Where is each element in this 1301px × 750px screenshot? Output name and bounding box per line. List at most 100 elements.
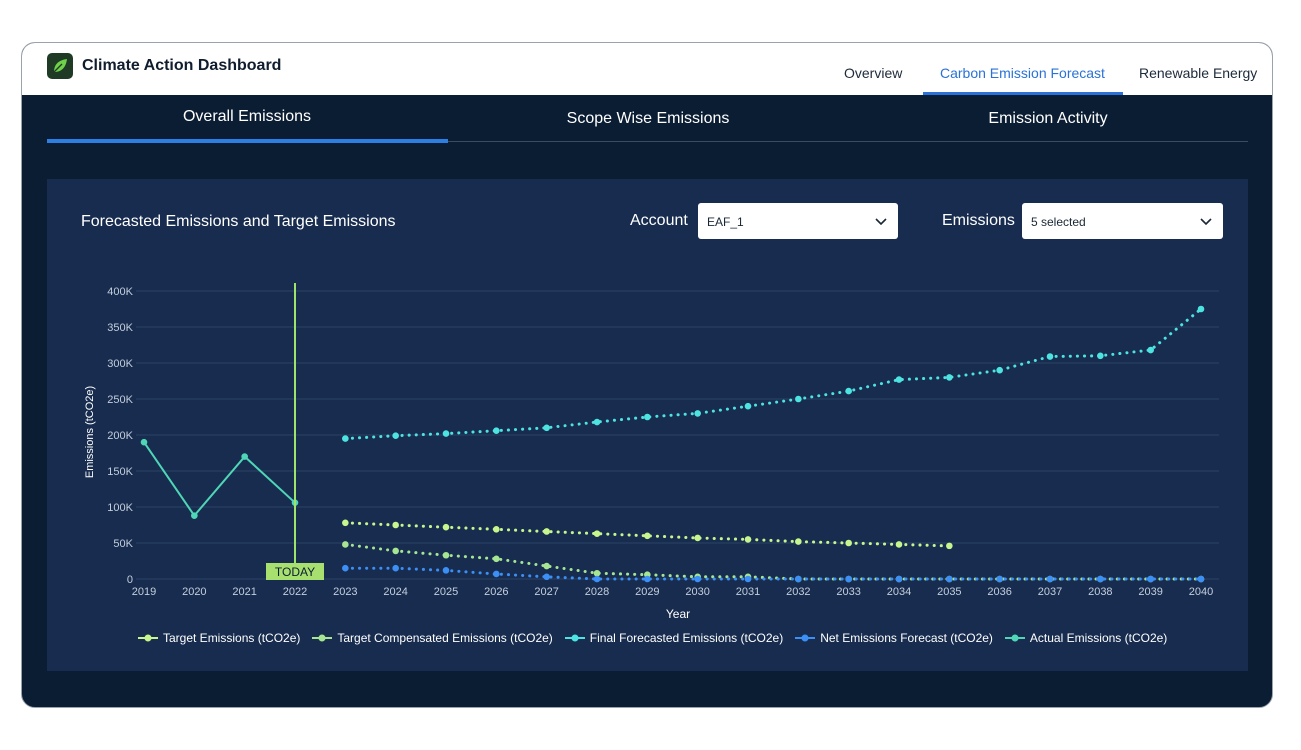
legend-swatch-dot — [318, 634, 326, 642]
legend-swatch-dot — [801, 634, 809, 642]
legend-item[interactable]: Final Forecasted Emissions (tCO2e) — [564, 631, 783, 645]
x-tick-label: 2040 — [1189, 586, 1213, 598]
data-point — [543, 528, 550, 535]
x-tick-label: 2029 — [635, 586, 659, 598]
legend-swatch — [795, 634, 816, 642]
app-window: Climate Action Dashboard Overview Carbon… — [21, 42, 1273, 708]
data-point — [744, 575, 752, 583]
today-label: TODAY — [275, 565, 315, 579]
x-tick-label: 2025 — [434, 586, 458, 598]
chart-panel: Forecasted Emissions and Target Emission… — [47, 179, 1248, 671]
legend-swatch-dot — [144, 634, 152, 642]
x-tick-label: 2035 — [937, 586, 961, 598]
legend-swatch-dot — [571, 634, 579, 642]
today-marker: TODAY — [266, 283, 324, 580]
y-axis-label: Emissions (tCO2e) — [84, 386, 96, 478]
data-point — [442, 551, 450, 559]
data-point — [543, 562, 550, 570]
series-layer — [140, 305, 1205, 583]
x-tick-label: 2028 — [585, 586, 609, 598]
x-tick-label: 2023 — [333, 586, 357, 598]
emissions-select-value: 5 selected — [1031, 215, 1086, 229]
data-point — [543, 573, 550, 581]
subtab-emission-activity[interactable]: Emission Activity — [988, 110, 1108, 127]
data-point — [593, 530, 601, 537]
y-tick-label: 0 — [127, 574, 133, 586]
legend-swatch — [138, 634, 158, 642]
data-point — [795, 538, 802, 545]
data-point — [895, 541, 903, 548]
data-point — [392, 432, 399, 440]
legend-label: Final Forecasted Emissions (tCO2e) — [589, 631, 784, 645]
legend-item[interactable]: Target Emissions (tCO2e) — [137, 631, 300, 645]
y-axis-ticks: 0 50K 100K 150K 200K 250K 300K 350K 400K — [107, 286, 133, 586]
data-point — [795, 395, 802, 403]
x-tick-label: 2019 — [132, 586, 156, 598]
y-tick-label: 50K — [113, 538, 133, 550]
today-badge — [266, 563, 324, 580]
series-line-2 — [343, 307, 1203, 441]
data-point — [996, 575, 1003, 583]
data-point — [1147, 575, 1154, 583]
chevron-down-icon — [1200, 218, 1212, 226]
data-point — [593, 569, 601, 577]
data-point — [1197, 575, 1205, 583]
subtab-scope-wise-emissions[interactable]: Scope Wise Emissions — [566, 110, 730, 127]
data-point — [1097, 575, 1104, 583]
y-tick-label: 250K — [107, 394, 133, 406]
panel-title: Forecasted Emissions and Target Emission… — [81, 213, 396, 230]
data-point — [493, 570, 500, 578]
account-label: Account — [630, 212, 688, 229]
tab-overview[interactable]: Overview — [844, 65, 903, 81]
legend-label: Target Compensated Emissions (tCO2e) — [337, 631, 553, 645]
legend-item[interactable]: Target Compensated Emissions (tCO2e) — [311, 631, 553, 645]
data-point — [342, 541, 349, 548]
x-tick-label: 2037 — [1038, 586, 1062, 598]
data-point — [392, 547, 399, 555]
data-point — [895, 575, 903, 583]
data-point — [493, 427, 500, 434]
data-point — [342, 564, 349, 572]
data-point — [996, 366, 1003, 374]
x-tick-label: 2036 — [987, 586, 1011, 598]
data-point — [1147, 346, 1154, 354]
legend-label: Net Emissions Forecast (tCO2e) — [820, 631, 993, 645]
x-axis-ticks: 2019 2020 2021 2022 2023 2024 2025 2026 2027 2028… — [132, 586, 1213, 598]
x-tick-label: 2038 — [1088, 586, 1112, 598]
data-point — [493, 526, 500, 533]
data-point — [442, 430, 450, 437]
series-line-3 — [343, 566, 1203, 581]
legend-label: Target Emissions (tCO2e) — [163, 631, 301, 645]
emissions-select[interactable]: 5 selected — [1022, 203, 1223, 239]
legend-swatch — [1004, 634, 1025, 642]
emissions-line-chart: Emissions (tCO2e) Year 0 50K 100K 150K 200K 2… — [84, 283, 1219, 621]
data-point — [795, 575, 802, 583]
data-point — [744, 536, 752, 543]
subtab-overall-emissions[interactable]: Overall Emissions — [182, 108, 312, 125]
data-point — [1046, 575, 1054, 583]
data-point — [845, 539, 852, 547]
x-tick-label: 2026 — [484, 586, 508, 598]
data-point — [946, 542, 953, 550]
data-point — [946, 374, 953, 381]
legend-item[interactable]: Actual Emissions (tCO2e) — [1004, 631, 1167, 645]
data-point — [191, 512, 198, 519]
legend-label: Actual Emissions (tCO2e) — [1029, 631, 1168, 645]
chevron-down-icon — [875, 218, 887, 226]
y-tick-label: 400K — [107, 286, 133, 298]
data-point — [342, 435, 349, 442]
data-point — [694, 410, 701, 417]
account-select[interactable]: EAF_1 — [698, 203, 898, 239]
account-select-value: EAF_1 — [707, 215, 744, 229]
x-tick-label: 2034 — [887, 586, 911, 598]
data-point — [442, 523, 450, 531]
tab-renewable-energy[interactable]: Renewable Energy — [1139, 65, 1258, 81]
data-point — [140, 438, 148, 446]
active-subtab-indicator — [47, 139, 448, 143]
legend-item[interactable]: Net Emissions Forecast (tCO2e) — [794, 631, 993, 645]
y-tick-label: 350K — [107, 322, 133, 334]
data-point — [694, 575, 701, 583]
x-tick-label: 2022 — [283, 586, 307, 598]
tab-carbon-emission-forecast[interactable]: Carbon Emission Forecast — [940, 65, 1105, 81]
y-tick-label: 100K — [107, 502, 133, 514]
